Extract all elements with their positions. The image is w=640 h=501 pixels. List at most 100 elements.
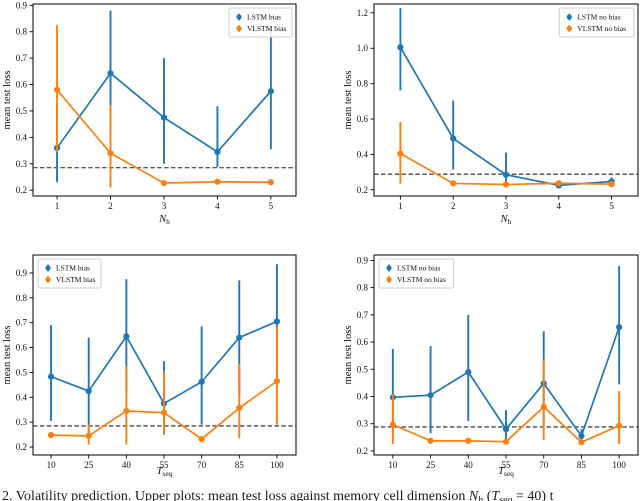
legend-box: [558, 7, 635, 38]
x-tick-label: 2: [451, 201, 456, 211]
legend-marker-icon: [386, 265, 392, 271]
x-axis: 10 25 40 55 70 85 100: [47, 455, 284, 470]
data-point-marker: [578, 432, 585, 440]
data-point-marker: [273, 378, 281, 385]
figure-caption: 2. Volatility prediction. Upper plots: m…: [2, 489, 640, 501]
data-point-marker: [502, 171, 510, 178]
legend-marker-icon: [45, 276, 51, 283]
y-axis-label: mean test loss: [2, 71, 13, 130]
data-point-marker: [198, 378, 205, 385]
data-point-marker: [160, 409, 168, 416]
x-tick-label: 85: [235, 460, 245, 470]
x-tick-label: 70: [539, 460, 549, 470]
data-point-marker: [47, 373, 55, 380]
data-point-marker: [427, 392, 434, 399]
legend-label: LSTM no bias: [397, 264, 440, 273]
x-tick-label: 4: [557, 201, 562, 211]
x-tick-label: 10: [47, 460, 57, 470]
y-tick-label: 0.3: [16, 417, 28, 427]
data-point-marker: [616, 422, 623, 429]
caption-segment: = 40) t: [512, 489, 554, 501]
y-tick-label: 0.2: [16, 185, 27, 195]
y-tick-label: 1.2: [357, 8, 368, 18]
data-point-marker: [236, 404, 243, 412]
y-tick-label: 0.7: [16, 318, 28, 328]
y-tick-label: 0.6: [357, 337, 369, 347]
plot-border: [32, 3, 297, 197]
x-axis-label: Tseq: [498, 466, 514, 478]
y-axis-label: mean test loss: [343, 71, 354, 130]
x-tick-label: 10: [388, 460, 398, 470]
y-tick-label: 0.5: [16, 367, 28, 377]
data-point-marker: [107, 150, 114, 157]
y-tick-label: 0.5: [357, 364, 369, 374]
x-tick-label: 4: [215, 201, 220, 211]
plot-border: [32, 254, 297, 456]
legend: LSTM bias VLSTM bias: [37, 258, 102, 289]
data-point-marker: [397, 44, 404, 51]
y-tick-label: 0.7: [357, 310, 369, 320]
y-tick-label: 0.2: [16, 442, 27, 452]
caption-segment: h: [478, 495, 484, 501]
legend-label: VLSTM bias: [247, 24, 286, 33]
legend-label: VLSTM no bias: [577, 24, 626, 33]
series-vlstm-bias: [47, 326, 281, 445]
y-tick-label: 0.6: [16, 343, 28, 353]
x-tick-label: 85: [577, 460, 587, 470]
y-tick-label: 0.9: [357, 255, 369, 265]
data-point-marker: [502, 438, 510, 445]
y-tick-label: 0.4: [16, 392, 28, 402]
data-point-marker: [160, 179, 168, 187]
chart-mean-test-loss-vs-nh-bias: 0.2 0.3 0.4 0.5 0.6 0.7 0.8 0.9 1 2 3 4 5 mean test l…: [2, 0, 297, 226]
chart-mean-test-loss-vs-tseq-bias: 0.2 0.3 0.4 0.5 0.6 0.7 0.8 0.9 10 25 40 55 70 85 100 m…: [2, 254, 297, 478]
caption-segment: T: [491, 489, 500, 501]
series-lstm-no-bias: [389, 265, 623, 443]
data-point-marker: [397, 150, 404, 157]
y-tick-label: 0.4: [357, 391, 369, 401]
y-axis-label: mean test loss: [2, 326, 13, 385]
y-tick-label: 0.7: [16, 53, 28, 63]
y-tick-label: 0.8: [357, 283, 369, 293]
y-axis: 0.2 0.3 0.4 0.5 0.6 0.7 0.8 0.9: [357, 255, 374, 456]
data-point-marker: [427, 437, 434, 444]
x-axis: 1 2 3 4 5: [55, 196, 274, 211]
y-tick-label: 0.6: [357, 114, 369, 124]
x-tick-label: 5: [609, 201, 614, 211]
x-tick-label: 2: [108, 201, 113, 211]
data-point-marker: [123, 333, 130, 340]
data-point-marker: [389, 421, 396, 428]
data-point-marker: [198, 435, 205, 443]
x-tick-label: 5: [269, 201, 274, 211]
data-point-marker: [465, 437, 472, 444]
y-axis-label: mean test loss: [343, 326, 354, 385]
caption-segment: 2. Volatility prediction. Upper plots: m…: [2, 489, 469, 501]
y-tick-label: 0.8: [16, 27, 28, 37]
x-tick-label: 3: [504, 201, 509, 211]
y-tick-label: 0.3: [16, 159, 28, 169]
legend-box: [37, 258, 102, 289]
legend-label: LSTM bias: [56, 264, 90, 273]
caption-segment: (: [483, 489, 492, 501]
data-point-marker: [555, 180, 562, 187]
caption-segment: N: [468, 489, 479, 501]
y-tick-label: 0.2: [357, 446, 368, 456]
legend: LSTM no bias VLSTM no bias: [378, 258, 455, 289]
legend-marker-icon: [45, 265, 51, 271]
x-tick-label: 40: [122, 460, 132, 470]
data-point-marker: [465, 368, 472, 376]
legend-marker-icon: [566, 25, 572, 32]
x-tick-label: 1: [398, 201, 403, 211]
legend-label: LSTM bias: [247, 13, 281, 22]
x-axis-label: Nh: [158, 214, 170, 226]
legend-label: VLSTM no bias: [397, 275, 446, 284]
legend: LSTM no bias VLSTM no bias: [558, 7, 635, 38]
series-vlstm-no-bias: [397, 122, 615, 188]
data-point-marker: [123, 407, 130, 415]
x-tick-label: 100: [270, 460, 284, 470]
y-tick-label: 0.4: [16, 132, 28, 142]
series-vlstm-bias: [53, 25, 274, 188]
data-point-marker: [267, 88, 274, 95]
chart-mean-test-loss-vs-nh-no-bias: 0.2 0.4 0.6 0.8 1.0 1.2 1 2 3 4 5 mean test loss Nh L…: [343, 3, 639, 226]
x-axis: 1 2 3 4 5: [398, 196, 614, 211]
